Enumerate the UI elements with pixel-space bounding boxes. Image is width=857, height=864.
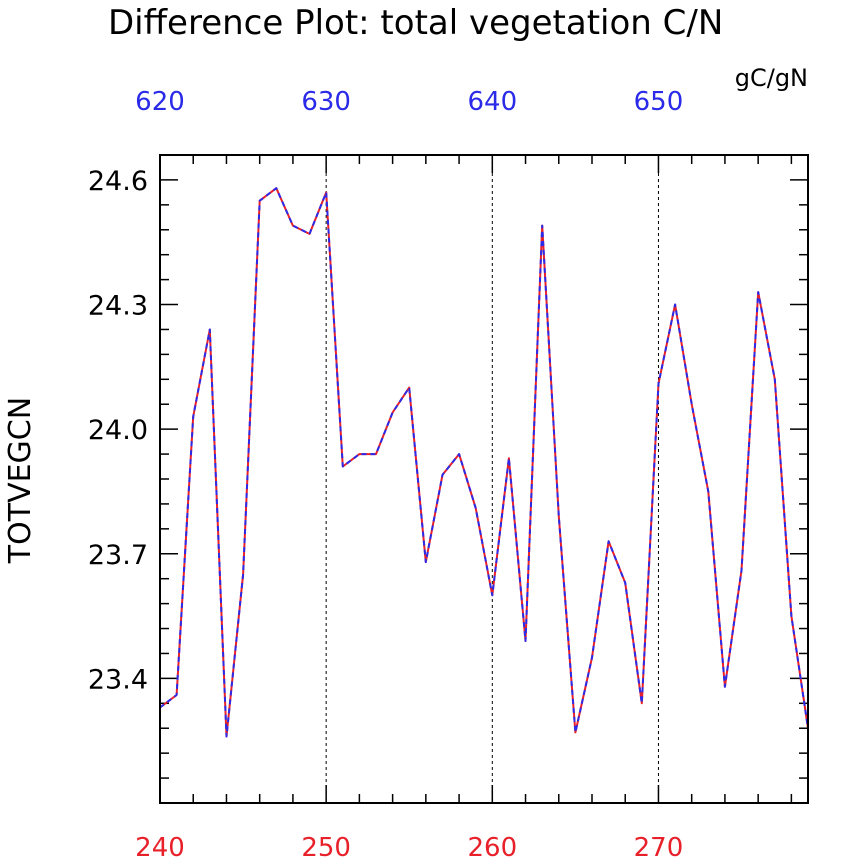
chart-title: Difference Plot: total vegetation C/N [108,3,723,43]
tick-labels: 240 250 260 270 620 630 640 650 23.4 23.7 24.0 24.3… [88,87,683,863]
series-line-2 [159,187,809,738]
y-tick-label: 24.6 [88,166,148,197]
x-tick-label-top: 640 [467,87,517,117]
axis-ticks [159,154,808,804]
plot-frame [159,154,809,804]
x-tick-label-top: 630 [301,87,351,117]
x-tick-label-bottom: 270 [634,833,684,863]
units-label: gC/gN [735,64,808,92]
gridlines [325,155,659,803]
x-tick-label-top: 620 [135,87,185,117]
y-tick-label: 24.0 [88,415,148,446]
y-tick-label: 23.7 [88,540,148,571]
y-axis-label: TOTVEGCN [3,397,38,564]
series-lines [159,187,809,738]
x-tick-label-bottom: 240 [135,833,185,863]
y-tick-label: 24.3 [88,291,148,322]
x-tick-label-bottom: 250 [301,833,351,863]
x-tick-label-top: 650 [634,87,684,117]
x-tick-label-bottom: 260 [467,833,517,863]
y-tick-label: 23.4 [88,664,148,695]
